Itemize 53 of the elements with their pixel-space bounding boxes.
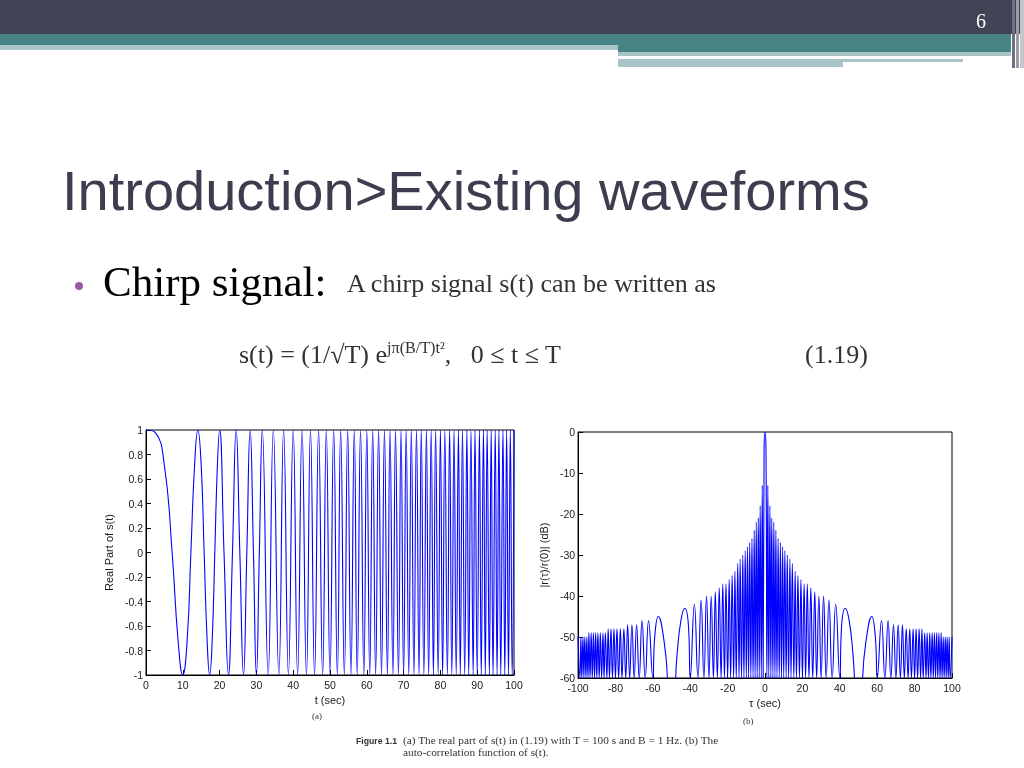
text: 6: [976, 10, 986, 32]
y-tick-label: 0.6: [128, 473, 144, 485]
text: A chirp signal s(t) can be written as: [347, 269, 716, 298]
x-tick-label: 10: [176, 678, 189, 691]
y-tick-label: 0: [137, 546, 144, 559]
x-tick-label: 20: [213, 678, 226, 691]
y-tick-label: -0.8: [124, 644, 144, 657]
x-tick-label: 40: [287, 678, 300, 691]
text: (a) The real part of s(t) in (1.19) with T = 100 s and B = 1 Hz. (b) The auto-correlation function of s(t).: [403, 734, 720, 759]
text: (b): [743, 716, 754, 726]
x-tick-label: 70: [397, 678, 410, 691]
x-tick-label: 100: [505, 678, 523, 691]
x-tick-label: 100: [943, 681, 961, 694]
x-tick-label: -20: [720, 681, 736, 694]
y-axis-title: |r(τ)/r(0)| (dB): [537, 522, 550, 588]
x-tick-label: 60: [871, 681, 884, 694]
y-tick-label: -0.2: [124, 571, 144, 583]
text: (1.19): [805, 340, 868, 369]
x-axis-title: t (sec): [314, 694, 346, 707]
x-tick-label: 50: [324, 678, 336, 691]
caption: Figure 1.1: [356, 736, 398, 748]
y-tick-label: 1: [137, 424, 144, 436]
x-tick-label: 20: [796, 681, 809, 694]
x-tick-label: 60: [360, 678, 373, 691]
text: Chirp signal:: [103, 258, 327, 305]
y-tick-label: -0.4: [124, 595, 144, 608]
y-tick-label: 0.4: [128, 497, 144, 510]
x-axis-title: τ (sec): [749, 697, 781, 710]
x-tick-label: -40: [682, 681, 698, 694]
y-tick-label: -50: [559, 631, 576, 643]
text: (a): [312, 711, 322, 721]
y-tick-label: -0.6: [124, 620, 144, 632]
y-tick-label: -10: [559, 467, 576, 479]
x-tick-label: -100: [567, 681, 589, 694]
text: s(t) = (1/√T) e$^{jπ(B/T)t²}$, 0 ≤ t ≤ T: [239, 339, 561, 369]
line-series: [145, 429, 515, 676]
y-tick-label: 0.2: [128, 522, 144, 534]
y-tick-label: -1: [133, 669, 144, 681]
x-tick-label: 40: [833, 681, 846, 694]
x-tick-label: -60: [645, 681, 661, 694]
y-tick-label: -40: [559, 590, 576, 602]
y-tick-label: -20: [559, 508, 576, 520]
y-axis-title: Real Part of s(t): [102, 513, 115, 592]
y-tick-label: 0.8: [128, 448, 144, 461]
x-tick-label: 90: [471, 678, 484, 691]
x-tick-label: 30: [250, 678, 263, 691]
chart-title: Introduction>Existing waveforms: [62, 159, 870, 222]
x-tick-label: -80: [607, 681, 624, 694]
y-tick-label: 0: [569, 426, 576, 438]
x-tick-label: 0: [762, 681, 769, 694]
y-tick-label: -30: [559, 549, 576, 561]
x-tick-label: 80: [434, 678, 447, 691]
x-tick-label: 80: [908, 681, 921, 694]
